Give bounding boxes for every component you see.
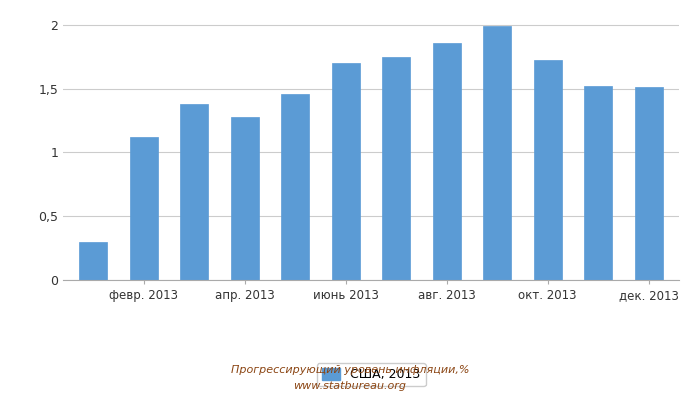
Bar [181,104,208,280]
Legend: США, 2013: США, 2013 [316,363,426,386]
Bar [79,242,107,280]
Bar [534,60,561,280]
Bar [281,94,309,280]
Text: www.statbureau.org: www.statbureau.org [293,381,407,391]
Bar [635,87,663,280]
Bar [130,137,158,280]
Bar [483,26,511,280]
Bar [382,57,410,280]
Bar [584,86,612,280]
Bar [433,43,461,280]
Text: Прогрессирующий уровень инфляции,%: Прогрессирующий уровень инфляции,% [231,365,469,375]
Bar [332,63,360,280]
Bar [231,117,259,280]
